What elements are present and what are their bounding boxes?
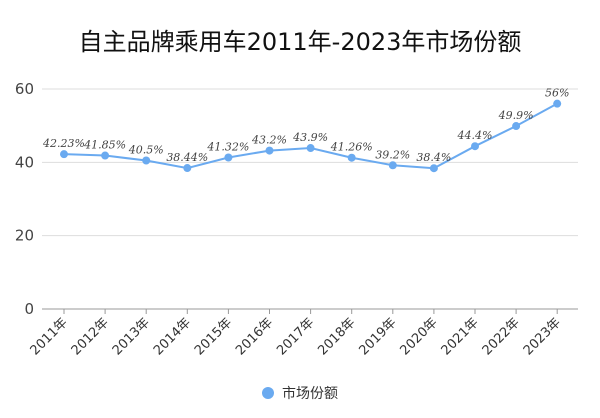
data-label: 41.26% [330, 141, 373, 154]
x-tick-label: 2012年 [69, 315, 112, 358]
data-point [471, 142, 479, 151]
data-label: 41.32% [206, 140, 249, 153]
data-label: 56% [545, 87, 569, 100]
x-tick-label: 2013年 [110, 315, 153, 358]
data-point [224, 153, 233, 162]
x-tick-label: 2022年 [480, 315, 523, 358]
chart-title: 自主品牌乘用车2011年-2023年市场份额 [78, 28, 522, 56]
data-label: 42.23% [42, 137, 85, 150]
data-point [101, 151, 110, 160]
data-point [306, 144, 315, 153]
y-tick-label: 60 [15, 80, 34, 98]
data-label: 43.2% [251, 134, 287, 147]
data-point [183, 164, 192, 173]
data-label: 38.4% [416, 151, 451, 164]
data-point [429, 164, 438, 173]
data-point [265, 146, 274, 155]
y-tick-label: 20 [15, 227, 34, 245]
data-label: 39.2% [375, 148, 410, 161]
data-point [512, 122, 521, 131]
data-label: 40.5% [128, 144, 164, 157]
data-label: 43.9% [292, 131, 328, 144]
data-point [347, 153, 356, 162]
data-point [388, 161, 397, 170]
data-label: 49.9% [498, 109, 534, 122]
data-point [553, 99, 562, 108]
legend[interactable]: 市场份额 [0, 383, 600, 403]
x-tick-label: 2017年 [274, 315, 317, 358]
x-tick-label: 2021年 [439, 315, 482, 358]
data-label: 38.44% [166, 151, 208, 164]
x-tick-label: 2018年 [315, 315, 358, 358]
x-tick-label: 2023年 [521, 315, 564, 358]
x-tick-label: 2015年 [192, 315, 235, 358]
x-tick-label: 2011年 [28, 315, 71, 358]
data-point [60, 150, 68, 159]
data-label: 44.4% [457, 129, 493, 142]
y-tick-label: 0 [24, 300, 34, 318]
x-tick-label: 2019年 [356, 315, 399, 358]
x-tick-label: 2014年 [151, 315, 194, 358]
x-tick-label: 2016年 [233, 315, 276, 358]
legend-label: 市场份额 [282, 386, 338, 402]
legend-marker [262, 387, 274, 399]
data-label: 41.85% [83, 139, 126, 152]
x-tick-label: 2020年 [398, 315, 441, 358]
data-point [142, 156, 151, 165]
y-tick-label: 40 [15, 153, 34, 171]
